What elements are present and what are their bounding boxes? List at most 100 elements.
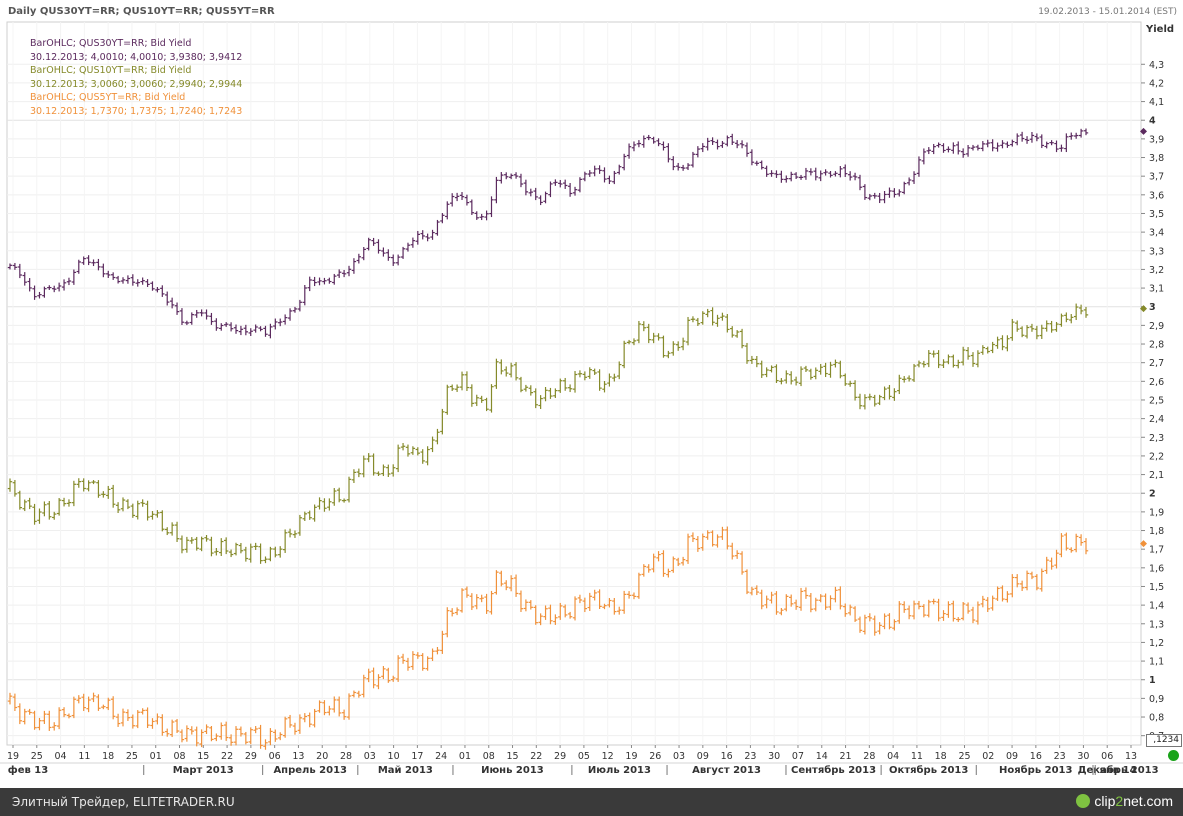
x-month-label: Сентябрь 2013: [791, 764, 876, 776]
y-tick-label: 2,8: [1149, 340, 1164, 351]
x-tick-label: 06: [1101, 751, 1113, 762]
x-tick-label: 22: [221, 751, 233, 762]
x-tick-label: 09: [697, 751, 709, 762]
y-tick-label: 1,3: [1149, 619, 1164, 630]
series-QUS10YT=RR: [7, 303, 1089, 564]
last-value-marker: [1140, 127, 1147, 135]
x-tick-label: 12: [602, 751, 614, 762]
x-tick-label: 29: [245, 751, 257, 762]
y-tick-label: 4: [1149, 116, 1156, 127]
y-tick-label: 1,6: [1149, 563, 1164, 574]
x-tick-label: 19: [625, 751, 637, 762]
y-tick-label: 3,4: [1149, 228, 1164, 239]
logo-rest: net: [1123, 793, 1143, 809]
x-tick-label: 21: [840, 751, 852, 762]
x-tick-label: 25: [126, 751, 138, 762]
x-axis-ticks: 19 25 04 11 18 25 01 08 15 22 29 06 13 20 28 03 10 17 24 01…: [7, 745, 1137, 762]
y-tick-label: 2,6: [1149, 377, 1164, 388]
x-tick-label: 14: [816, 751, 828, 762]
x-tick-label: 01: [459, 751, 471, 762]
y-tick-label: 2: [1149, 489, 1156, 500]
status-indicator: [1168, 750, 1179, 761]
x-tick-label: 15: [506, 751, 518, 762]
x-tick-label: 20: [316, 751, 328, 762]
footer-source: Элитный Трейдер, ELITETRADER.RU: [12, 795, 235, 809]
y-tick-label: 4,3: [1149, 60, 1164, 71]
legend: BarOHLC; QUS30YT=RR; Bid Yield 30.12.201…: [30, 37, 242, 119]
x-tick-label: 09: [1006, 751, 1018, 762]
x-tick-label: 22: [530, 751, 542, 762]
legend-entry-10y: BarOHLC; QUS10YT=RR; Bid Yield: [30, 65, 192, 77]
y-tick-label: 2,5: [1149, 395, 1164, 406]
y-tick-label: 2,1: [1149, 470, 1164, 481]
y-tick-label: 3,7: [1149, 172, 1164, 183]
footer-bar: Элитный Трейдер, ELITETRADER.RU clip2net…: [0, 788, 1183, 816]
y-axis-title: Yield: [1146, 24, 1175, 35]
y-tick-label: 3,3: [1149, 246, 1164, 257]
x-tick-label: 03: [364, 751, 376, 762]
x-tick-label: 07: [792, 751, 804, 762]
y-tick-label: 2,9: [1149, 321, 1164, 332]
logo-suffix: .com: [1142, 793, 1173, 809]
logo-accent: 2: [1115, 793, 1124, 809]
y-tick-label: 0,9: [1149, 694, 1164, 705]
x-month-label: Апрель 2013: [273, 765, 347, 776]
legend-entry-5y: BarOHLC; QUS5YT=RR; Bid Yield: [30, 92, 186, 104]
legend-values-30y: 30.12.2013; 4,0010; 4,0010; 3,9380; 3,94…: [30, 51, 243, 63]
y-tick-label: 4,2: [1149, 78, 1164, 89]
y-tick-label: 1,9: [1149, 507, 1164, 518]
y-tick-label: 3: [1149, 302, 1156, 313]
y-tick-label: 1: [1149, 675, 1156, 686]
price-scale-box[interactable]: ,1234: [1146, 734, 1182, 747]
y-tick-label: 0,8: [1149, 713, 1164, 724]
x-tick-label: 23: [744, 751, 756, 762]
y-tick-label: 3,6: [1149, 190, 1164, 201]
last-value-marker: [1140, 540, 1147, 548]
x-tick-label: 16: [721, 751, 733, 762]
x-month-label: Август 2013: [692, 765, 761, 776]
x-tick-label: 29: [554, 751, 566, 762]
y-tick-label: 1,1: [1149, 657, 1164, 668]
x-tick-label: 10: [388, 751, 400, 762]
x-tick-label: 04: [887, 751, 899, 762]
x-tick-label: 28: [863, 751, 875, 762]
x-tick-label: 13: [1125, 751, 1137, 762]
last-value-markers: [1140, 127, 1147, 548]
x-month-label: фев 13: [8, 764, 48, 776]
x-tick-label: 18: [102, 751, 114, 762]
y-tick-label: 1,7: [1149, 545, 1164, 556]
clip2net-icon: [1076, 794, 1091, 808]
legend-values-10y: 30.12.2013; 3,0060; 3,0060; 2,9940; 2,99…: [30, 78, 243, 90]
y-tick-label: 1,5: [1149, 582, 1164, 593]
x-tick-label: 04: [55, 751, 67, 762]
x-month-label: Декабрь 2013: [1078, 764, 1159, 776]
logo-main: clip: [1094, 793, 1116, 809]
y-tick-label: 3,5: [1149, 209, 1164, 220]
plot-area: [6, 21, 1142, 746]
x-tick-label: 19: [7, 751, 19, 762]
chart-plot[interactable]: 0,70,80,911,11,21,31,41,51,61,71,81,922,…: [0, 0, 1183, 788]
y-tick-label: 3,2: [1149, 265, 1164, 276]
x-tick-label: 17: [411, 751, 423, 762]
y-tick-label: 1,2: [1149, 638, 1164, 649]
x-month-label: Июль 2013: [588, 765, 651, 776]
x-tick-label: 25: [958, 751, 970, 762]
last-value-marker: [1140, 305, 1147, 313]
x-tick-label: 30: [1077, 751, 1089, 762]
x-month-label: Июнь 2013: [481, 765, 544, 776]
x-tick-label: 11: [78, 751, 90, 762]
x-month-label: Ноябрь 2013: [999, 764, 1072, 776]
x-tick-label: 08: [173, 751, 185, 762]
clip2net-logo[interactable]: clip2net.com: [1076, 793, 1173, 809]
x-tick-label: 03: [673, 751, 685, 762]
date-range: 19.02.2013 - 15.01.2014 (EST): [1038, 7, 1177, 17]
y-tick-label: 1,4: [1149, 601, 1164, 612]
y-tick-label: 3,8: [1149, 153, 1164, 164]
y-tick-label: 4,1: [1149, 97, 1164, 108]
y-tick-label: 2,2: [1149, 451, 1164, 462]
x-tick-label: 05: [578, 751, 590, 762]
series-QUS30YT=RR: [7, 128, 1089, 339]
x-tick-label: 18: [935, 751, 947, 762]
series-QUS5YT=RR: [7, 526, 1089, 750]
x-tick-label: 01: [150, 751, 162, 762]
